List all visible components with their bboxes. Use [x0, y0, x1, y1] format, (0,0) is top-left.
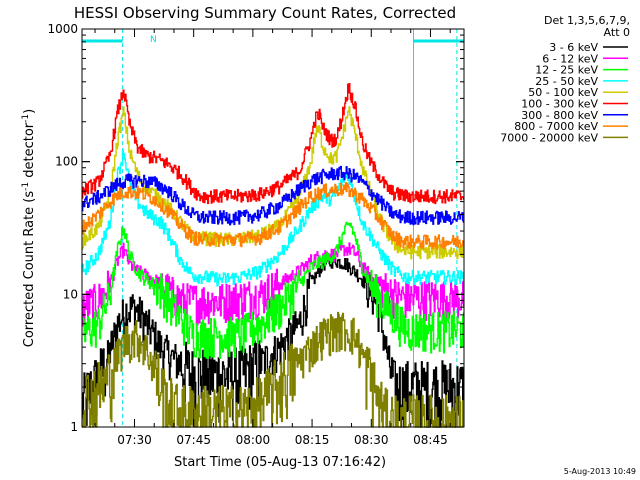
series-line-8 — [82, 182, 465, 250]
legend-label: 800 - 7000 keV — [514, 120, 598, 133]
x-axis: 07:30 07:45 08:00 08:15 08:30 08:45 — [94, 29, 451, 447]
y-tick-label: 100 — [55, 155, 78, 169]
y-axis-label-sup2: -1 — [21, 114, 31, 123]
x-tick-label: 08:15 — [295, 433, 330, 447]
x-tick-label: 07:45 — [176, 433, 211, 447]
chart-title: HESSI Observing Summary Count Rates, Cor… — [74, 4, 456, 22]
y-tick-label: 10 — [63, 287, 78, 301]
legend-label: 300 - 800 keV — [521, 109, 598, 122]
legend-label: 7000 - 20000 keV — [500, 131, 598, 144]
legend-header-line-1: Det 1,3,5,6,7,9, — [544, 14, 630, 27]
footer-timestamp: 5-Aug-2013 10:49 — [564, 467, 636, 476]
y-axis-label-mid: detector — [22, 122, 37, 182]
y-axis-label-prefix: Corrected Count Rate (s — [22, 191, 37, 348]
y-tick-label: 1000 — [47, 22, 78, 36]
series-line-9 — [82, 311, 465, 428]
y-axis: 1 10 100 1000 — [47, 22, 464, 434]
legend-label: 100 - 300 keV — [521, 98, 598, 111]
y-tick-label: 1 — [70, 420, 78, 434]
series-line-1 — [82, 255, 465, 428]
y-axis-label-sup1: -1 — [21, 182, 31, 191]
series-group — [82, 83, 465, 428]
x-tick-label: 08:45 — [413, 433, 448, 447]
x-axis-label: Start Time (05-Aug-13 07:16:42) — [174, 455, 386, 470]
x-tick-label: 08:00 — [236, 433, 271, 447]
series-line-7 — [82, 165, 465, 226]
legend-label: 50 - 100 keV — [528, 86, 598, 99]
legend-label: 6 - 12 keV — [542, 52, 598, 65]
series-line-6 — [82, 83, 465, 205]
series-line-2 — [82, 242, 465, 327]
legend-label: 3 - 6 keV — [549, 41, 598, 54]
night-marker: N — [150, 35, 157, 45]
legend-label: 25 - 50 keV — [535, 75, 598, 88]
series-line-3 — [82, 221, 465, 359]
y-axis-label-suffix: ) — [22, 109, 37, 114]
y-axis-label: Corrected Count Rate (s-1 detector-1) — [21, 109, 37, 347]
x-tick-label: 08:30 — [354, 433, 389, 447]
series-line-4 — [82, 149, 465, 287]
legend-header-line-2: Att 0 — [604, 26, 630, 39]
plot-area: 07:30 07:45 08:00 08:15 08:30 08:45 1 10 100 100… — [47, 22, 465, 447]
legend-label: 12 - 25 keV — [535, 64, 598, 77]
x-tick-label: 07:30 — [117, 433, 152, 447]
